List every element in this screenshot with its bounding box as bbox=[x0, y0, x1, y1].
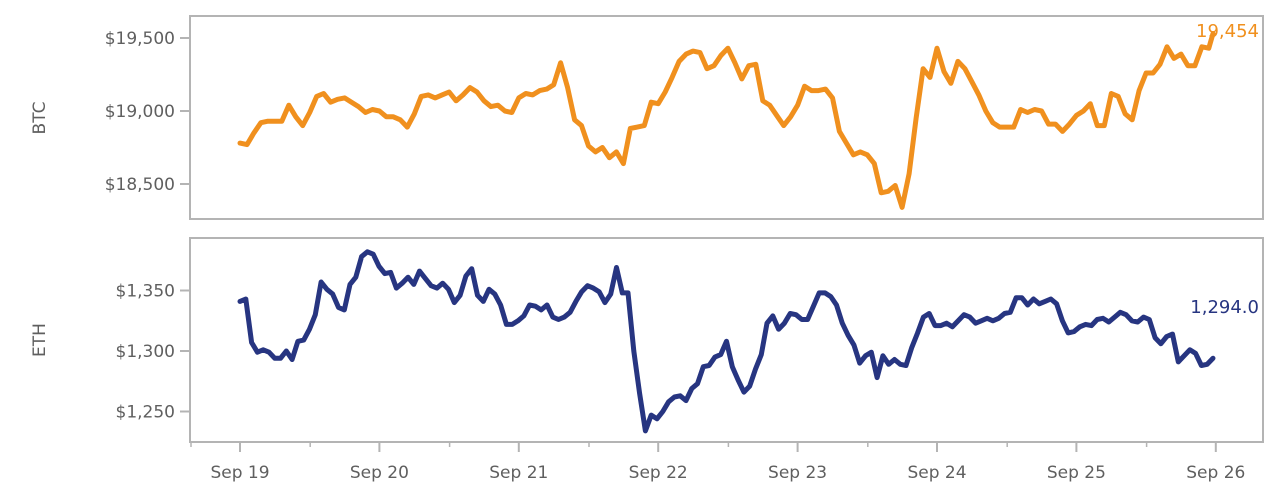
x-tick-label: Sep 21 bbox=[489, 463, 548, 483]
eth-last-value-label: 1,294.0 bbox=[1190, 297, 1259, 318]
btc-price-line bbox=[237, 31, 1216, 210]
btc-y-tick-label: $19,000 bbox=[105, 102, 175, 122]
btc-plot-frame bbox=[189, 15, 1264, 220]
btc-y-tick-label: $19,500 bbox=[105, 29, 175, 49]
btc-axis-title: BTC bbox=[30, 102, 50, 135]
x-tick-label: Sep 24 bbox=[907, 463, 966, 483]
x-axis: Sep 19 Sep 20 Sep 21 Sep 22 Sep 23 Sep 24 Sep … bbox=[190, 443, 1245, 483]
eth-plot-frame bbox=[189, 237, 1264, 443]
eth-y-tick-label: $1,250 bbox=[116, 403, 175, 423]
eth-axis-title: ETH bbox=[30, 323, 50, 357]
btc-panel: BTC $18,500 $19,000 $19,500 19,454 bbox=[30, 15, 1264, 220]
btc-y-axis: $18,500 $19,000 $19,500 bbox=[105, 29, 190, 195]
eth-panel: ETH $1,250 $1,300 $1,350 1,294.0 bbox=[30, 237, 1264, 443]
x-tick-label: Sep 23 bbox=[768, 463, 827, 483]
eth-y-tick-label: $1,300 bbox=[116, 342, 175, 362]
btc-last-value-label: 19,454 bbox=[1196, 21, 1259, 42]
x-tick-label: Sep 20 bbox=[350, 463, 409, 483]
eth-y-tick-label: $1,350 bbox=[116, 282, 175, 302]
eth-y-axis: $1,250 $1,300 $1,350 bbox=[116, 282, 190, 423]
x-tick-label: Sep 26 bbox=[1186, 463, 1245, 483]
x-tick-label: Sep 25 bbox=[1047, 463, 1106, 483]
eth-price-line bbox=[237, 249, 1216, 434]
btc-y-tick-label: $18,500 bbox=[105, 175, 175, 195]
x-tick-label: Sep 22 bbox=[629, 463, 688, 483]
x-tick-label: Sep 19 bbox=[210, 463, 269, 483]
